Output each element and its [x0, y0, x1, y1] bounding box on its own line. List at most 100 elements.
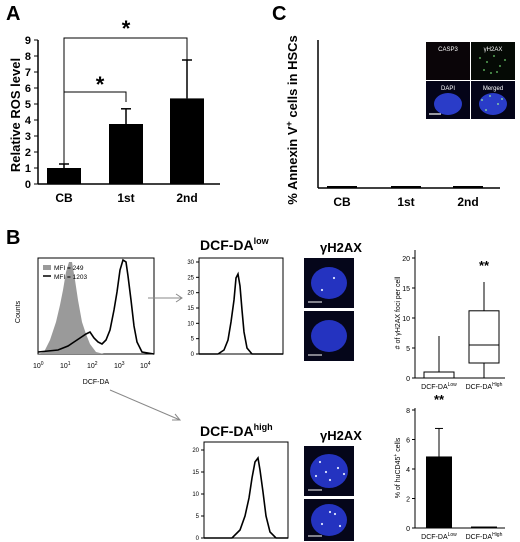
b-box-rect-1: [468, 310, 500, 364]
inset-label-dapi: DAPI: [441, 86, 455, 92]
chart-a-ytick-3: 3: [25, 131, 31, 143]
inset-foci-4: [483, 69, 485, 71]
inset-foci-3: [499, 65, 501, 67]
chart-a-ytick-7: 7: [25, 67, 31, 79]
b-low-title-main: DCF-DA: [200, 237, 254, 253]
chart-a-ytick-9: 9: [25, 35, 31, 47]
b-bar-ytick-3: 6: [406, 438, 410, 445]
arrowhead-high: [172, 413, 182, 421]
gh2ax-label-bottom: γH2AX: [320, 428, 362, 443]
chart-b-high-hist: DCF-DAhigh 0 5 10 15 20: [192, 422, 289, 542]
b-main-black-hist: [37, 258, 155, 355]
gh2ax-images: γH2AX γH2AX: [304, 240, 362, 541]
inset-foci-9: [489, 95, 491, 97]
foci-dot-1: [320, 288, 324, 292]
chart-b-main-hist: MFI = 249 MFI = 1203 Counts DCF-DA 100 1…: [15, 257, 155, 386]
b-high-ytick-0: 0: [196, 536, 200, 542]
b-bar-cat-sup-1: High: [492, 532, 503, 538]
chart-a-ytick-8: 8: [25, 51, 31, 63]
b-high-hist: [204, 456, 288, 539]
b-box-cat-main-0: DCF-DA: [421, 384, 448, 391]
chart-c: % Annexin V+ cells in HSCs CB 1st 2nd CASP…: [284, 35, 515, 209]
nucleus-low-2: [311, 320, 347, 352]
b-bar-sig: **: [434, 392, 445, 407]
chart-c-bar-0: [327, 186, 357, 188]
b-bar-cat-1: DCF-DAHigh: [466, 532, 503, 541]
chart-a-ytick-4: 4: [25, 115, 32, 127]
b-low-title: DCF-DAlow: [200, 236, 270, 253]
b-low-ytick-0: 0: [191, 352, 195, 358]
chart-a-bar-1: [109, 124, 143, 184]
b-main-xtick-3: 103: [114, 361, 125, 370]
inset-foci-12: [501, 98, 503, 100]
b-box-ytick-0: 0: [406, 376, 410, 383]
chart-a-ytick-2: 2: [25, 147, 31, 159]
b-box-ylabel-b: H2AX foci per cell: [395, 276, 402, 332]
b-main-gray-hist: [38, 262, 104, 354]
inset-dapi-nucleus: [434, 93, 462, 115]
chart-c-bar-2: [453, 186, 483, 188]
chart-b-box: # of γH2AX foci per cell 0 5 10 15 20 ** DCF…: [395, 250, 505, 391]
b-box-cat-sup-1: High: [492, 382, 503, 388]
chart-c-ylabel-a: % Annexin V: [285, 126, 300, 205]
b-bar-ytick-4: 8: [406, 408, 410, 415]
inset-foci-0: [479, 57, 481, 59]
b-low-frame: [198, 257, 284, 355]
b-box-ytick-3: 15: [402, 286, 410, 293]
chart-c-inset: CASP3 γH2AX DAPI Merged: [426, 42, 515, 119]
b-high-ytick-3: 15: [192, 470, 199, 476]
b-box-rect-0: [423, 371, 455, 379]
chart-a-bar-2: [170, 98, 204, 184]
chart-a-ylabel: Relative ROS level: [8, 58, 23, 172]
b-high-ytick-2: 10: [192, 492, 199, 498]
chart-c-cat-1: 1st: [397, 195, 414, 209]
foci-dot-10: [338, 524, 342, 528]
inset-foci-5: [490, 72, 492, 74]
b-main-xlabel: DCF-DA: [83, 379, 110, 386]
inset-label-gh2ax: γH2AX: [484, 47, 503, 53]
foci-dot-7: [314, 474, 318, 478]
chart-a-ytick-5: 5: [25, 99, 31, 111]
chart-a-cat-2: 2nd: [176, 191, 197, 205]
chart-a-ytick-0: 0: [25, 179, 31, 191]
chart-c-cat-0: CB: [333, 195, 351, 209]
b-bar-cat-main-1: DCF-DA: [466, 534, 493, 541]
b-main-xtick-0: 100: [33, 361, 44, 370]
b-box-ytick-1: 5: [406, 346, 410, 353]
inset-foci-2: [493, 55, 495, 57]
panel-label-a: A: [6, 3, 20, 25]
b-box-cat-sup-0: Low: [448, 382, 458, 388]
foci-dot-11: [328, 510, 332, 514]
b-bar-ylabel-a: % of huCD45: [395, 457, 402, 499]
foci-dot-6: [324, 470, 328, 474]
b-box-ylabel-g: γ: [395, 332, 402, 336]
inset-foci-7: [496, 71, 498, 73]
b-low-ytick-6: 30: [187, 260, 194, 266]
inset-merged-nucleus: [479, 93, 507, 115]
chart-a-ytick-6: 6: [25, 83, 31, 95]
b-bar-rect-1: [471, 526, 497, 528]
foci-dot-3: [318, 460, 322, 464]
gh2ax-label-top: γH2AX: [320, 240, 362, 255]
chart-b-low-hist: DCF-DAlow 0 5 10 15 20 25 30: [187, 236, 284, 358]
nucleus-high-2: [311, 504, 347, 536]
b-box-ytick-2: 10: [402, 316, 410, 323]
b-low-ytick-4: 20: [187, 291, 194, 297]
b-box-ylabel: # of γH2AX foci per cell: [395, 276, 402, 349]
b-main-xticks: 100 101 102 103 104: [33, 361, 151, 370]
b-main-xtick-4: 104: [140, 361, 151, 370]
b-box-cat-0: DCF-DALow: [421, 382, 457, 391]
b-main-xtick-2: 102: [87, 361, 98, 370]
b-low-ytick-1: 5: [191, 337, 195, 343]
b-bar-ytick-1: 2: [406, 497, 410, 504]
legend-mfi-249: MFI = 249: [54, 265, 84, 272]
b-box-sig: **: [479, 258, 490, 273]
foci-dot-9: [320, 522, 324, 526]
b-high-title-main: DCF-DA: [200, 423, 254, 439]
foci-dot-4: [328, 478, 332, 482]
b-bar-cat-main-0: DCF-DA: [421, 534, 448, 541]
chart-c-ylabel-sup: +: [284, 121, 294, 126]
b-main-ylabel: Counts: [15, 300, 22, 323]
b-high-ytick-1: 5: [196, 514, 200, 520]
